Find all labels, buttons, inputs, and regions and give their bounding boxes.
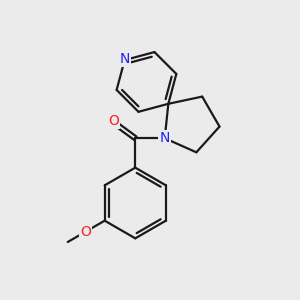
- Text: O: O: [80, 225, 91, 239]
- Text: N: N: [160, 131, 170, 145]
- Text: N: N: [160, 131, 170, 145]
- Text: N: N: [119, 52, 130, 66]
- Text: O: O: [108, 114, 118, 128]
